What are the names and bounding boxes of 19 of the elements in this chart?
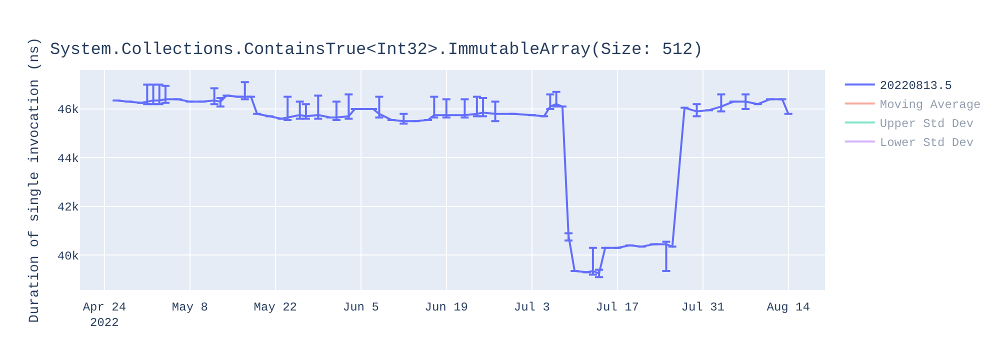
x-tick-label: Jun 19 — [424, 300, 468, 314]
x-tick-label: Jul 3 — [514, 300, 550, 314]
chart-title: System.Collections.ContainsTrue<Int32>.ImmutableArray(Size: 512) — [50, 40, 703, 60]
legend-label: 20220813.5 — [880, 79, 952, 94]
x-tick-label: Jun 5 — [342, 300, 379, 314]
y-axis-title: Duration of single invocation (ns) — [26, 37, 43, 323]
x-tick-label: Jul 17 — [596, 300, 639, 314]
y-tick-label: 42k — [57, 200, 79, 215]
legend-label: Lower Std Dev — [880, 136, 974, 150]
legend-label: Moving Average — [880, 98, 981, 112]
legend-label: Upper Std Dev — [880, 117, 974, 132]
y-tick-label: 46k — [57, 103, 79, 118]
x-tick-label: Apr 24 2022 — [82, 300, 126, 330]
x-tick-label: Jul 31 — [681, 300, 724, 314]
y-tick-label: 44k — [57, 152, 79, 166]
y-tick-label: 40k — [57, 249, 79, 264]
x-tick-label: May 22 — [254, 300, 298, 314]
x-tick-label: Aug 14 — [766, 300, 810, 314]
x-tick-label: May 8 — [172, 300, 208, 314]
